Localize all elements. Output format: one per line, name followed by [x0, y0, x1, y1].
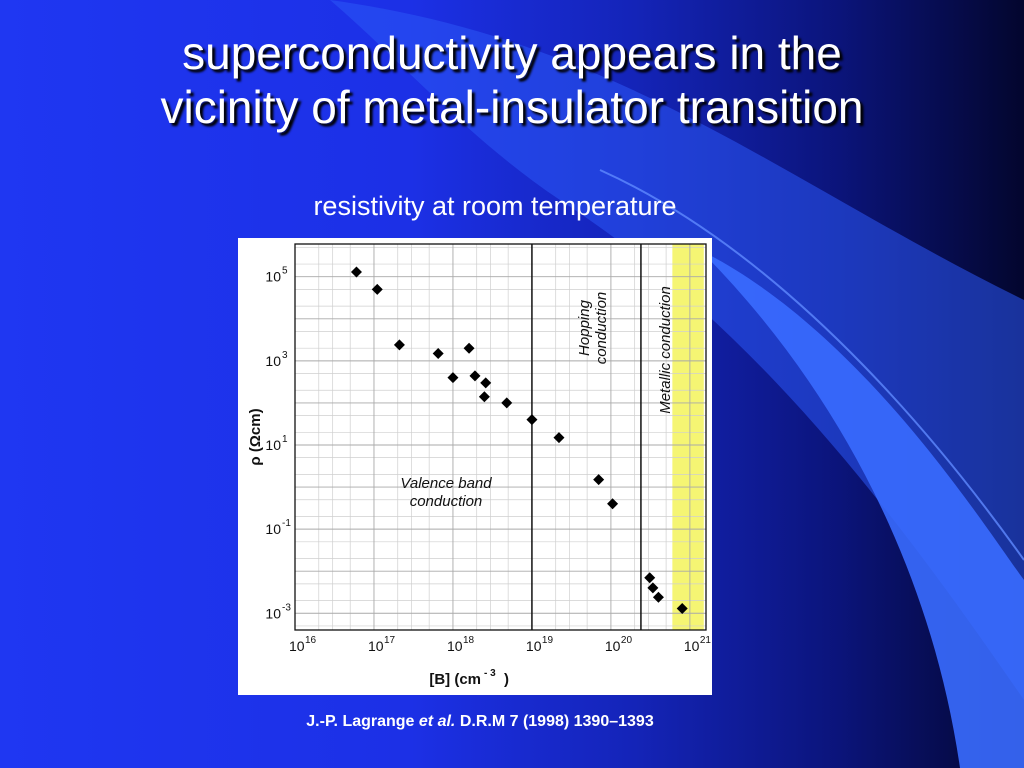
data-point: [478, 391, 490, 403]
x-tick-label: 10: [289, 638, 305, 654]
data-point: [652, 591, 664, 603]
citation-authors: J.-P. Lagrange: [306, 713, 419, 730]
y-tick-exponent: -1: [282, 518, 291, 529]
x-tick-label: 10: [368, 638, 384, 654]
data-point: [371, 283, 383, 295]
data-point: [432, 347, 444, 359]
data-point: [350, 266, 362, 278]
citation-reference: D.R.M 7 (1998) 1390–1393: [455, 713, 654, 730]
metallic-region-highlight: [672, 244, 704, 630]
y-tick-label: 10: [265, 521, 281, 537]
decor-swoosh-bright: [700, 250, 1024, 768]
data-point: [676, 602, 688, 614]
x-tick-exponent: 17: [384, 635, 396, 646]
y-tick-exponent: -3: [282, 602, 291, 613]
x-axis-label: [B] (cm: [429, 671, 481, 688]
data-point: [463, 342, 475, 354]
citation-etal: et al.: [418, 713, 456, 730]
valence-region-label: Valence band: [400, 475, 492, 492]
data-point: [480, 377, 492, 389]
data-point: [469, 370, 481, 382]
x-tick-exponent: 21: [700, 635, 712, 646]
x-tick-label: 10: [447, 638, 463, 654]
data-point: [644, 572, 656, 584]
plot-frame: [294, 243, 707, 631]
x-tick-exponent: 18: [463, 635, 475, 646]
x-axis-label-exponent: - 3: [484, 668, 496, 679]
decor-swoosh-wide: [330, 0, 1024, 700]
title-line-1: superconductivity appears in the: [182, 27, 842, 79]
hopping-region-label: Hopping: [576, 299, 593, 356]
metallic-region-label: Metallic conduction: [657, 286, 674, 414]
x-tick-exponent: 16: [305, 635, 317, 646]
data-point: [393, 339, 405, 351]
y-tick-label: 10: [265, 353, 281, 369]
y-tick-exponent: 5: [282, 266, 288, 277]
valence-region-label: conduction: [410, 493, 483, 510]
hopping-region-label: conduction: [593, 292, 610, 365]
data-point: [501, 397, 513, 409]
y-tick-label: 10: [265, 605, 281, 621]
decor-swoosh-line: [599, 169, 1024, 561]
y-axis-label: ρ (Ωcm): [247, 408, 264, 465]
data-point: [593, 474, 605, 486]
data-point: [526, 414, 538, 426]
slide-title: superconductivity appears in the vicinit…: [0, 26, 1024, 134]
y-tick-exponent: 3: [282, 350, 288, 361]
y-tick-exponent: 1: [282, 434, 288, 445]
data-point: [607, 498, 619, 510]
data-point: [647, 582, 659, 594]
x-tick-exponent: 19: [542, 635, 554, 646]
x-tick-label: 10: [684, 638, 700, 654]
x-tick-label: 10: [526, 638, 542, 654]
data-point: [447, 372, 459, 384]
y-tick-label: 10: [265, 437, 281, 453]
chart-subtitle: resistivity at room temperature: [313, 191, 677, 221]
y-tick-label: 10: [265, 269, 281, 285]
data-point: [553, 432, 565, 444]
x-tick-label: 10: [605, 638, 621, 654]
resistivity-chart: 10 16 10 17 10 18 10 19 10 20 10 21 10 5 10 3 10 1 10 -1 10-…: [238, 238, 712, 695]
citation: J.-P. Lagrange et al. D.R.M 7 (1998) 139…: [0, 713, 960, 731]
x-tick-exponent: 20: [621, 635, 633, 646]
title-line-2: vicinity of metal-insulator transition: [160, 81, 864, 133]
x-axis-label-close: ): [504, 671, 509, 688]
